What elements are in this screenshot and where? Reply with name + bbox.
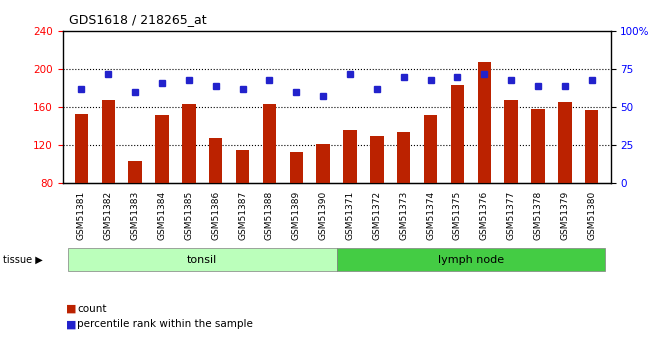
Text: count: count — [77, 304, 107, 314]
Bar — [424, 115, 438, 183]
Text: lymph node: lymph node — [438, 255, 504, 265]
Bar — [337, 248, 605, 271]
Text: tonsil: tonsil — [187, 255, 217, 265]
Text: GDS1618 / 218265_at: GDS1618 / 218265_at — [69, 13, 207, 26]
Bar — [68, 248, 337, 271]
Text: ■: ■ — [66, 304, 77, 314]
Bar — [102, 100, 115, 183]
Bar — [451, 85, 464, 183]
Bar — [155, 115, 169, 183]
Text: tissue ▶: tissue ▶ — [3, 255, 43, 265]
Text: ■: ■ — [66, 319, 77, 329]
Bar — [129, 161, 142, 183]
Text: percentile rank within the sample: percentile rank within the sample — [77, 319, 253, 329]
Bar — [531, 109, 544, 183]
Bar — [290, 152, 303, 183]
Bar — [370, 136, 383, 183]
Bar — [209, 138, 222, 183]
Bar — [182, 104, 195, 183]
Bar — [236, 150, 249, 183]
Bar — [478, 62, 491, 183]
Bar — [558, 102, 572, 183]
Bar — [263, 104, 276, 183]
Bar — [316, 144, 330, 183]
Bar — [397, 132, 411, 183]
Bar — [585, 110, 599, 183]
Bar — [343, 130, 357, 183]
Bar — [75, 114, 88, 183]
Bar — [504, 100, 518, 183]
